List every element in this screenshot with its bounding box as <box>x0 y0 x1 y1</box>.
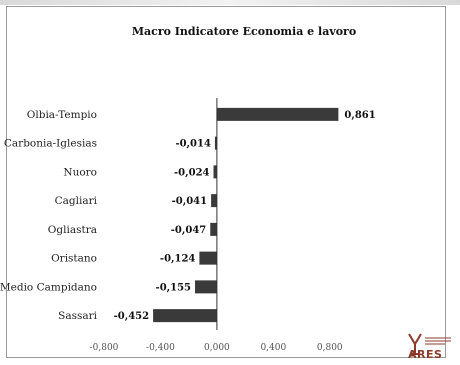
x-tick-label-3: 0,400 <box>260 343 286 353</box>
bar-3 <box>211 194 217 208</box>
category-label-6: Medio Campidano <box>0 281 97 293</box>
value-label-1: -0,014 <box>175 139 211 150</box>
value-label-7: -0,452 <box>114 311 150 322</box>
value-label-6: -0,155 <box>156 282 192 293</box>
bar-6 <box>195 280 217 294</box>
x-tick-label-4: 0,800 <box>317 343 343 353</box>
axis-layer: -0,800 -0,400 0,000 0,400 0,800 <box>90 98 343 353</box>
category-label-1: Carbonia-Iglesias <box>4 138 97 150</box>
category-label-2: Nuoro <box>63 166 97 178</box>
x-tick-label-1: -0,400 <box>146 343 175 353</box>
value-label-5: -0,124 <box>160 254 196 265</box>
x-tick-label-2: 0,000 <box>204 343 230 353</box>
chart-title: Macro Indicatore Economia e lavoro <box>132 25 356 38</box>
logo-text: ARES <box>408 348 443 361</box>
value-label-4: -0,047 <box>171 225 207 236</box>
category-label-5: Oristano <box>51 253 97 265</box>
bar-4 <box>210 222 217 236</box>
category-label-3: Cagliari <box>55 195 98 207</box>
category-label-7: Sassari <box>58 310 98 322</box>
top-strip <box>0 0 460 5</box>
bar-5 <box>199 251 217 265</box>
value-label-3: -0,041 <box>172 196 207 207</box>
bar-1 <box>214 136 217 150</box>
chart-frame <box>6 6 446 358</box>
bar-0 <box>216 107 339 121</box>
bar-2 <box>213 165 217 179</box>
value-label-0: 0,861 <box>344 110 375 121</box>
bars-layer: Olbia-Tempio 0,861 Carbonia-Iglesias -0,014… <box>0 107 376 323</box>
category-label-4: Ogliastra <box>48 224 97 236</box>
bar-7 <box>153 309 217 323</box>
category-label-0: Olbia-Tempio <box>27 109 97 121</box>
x-tick-label-0: -0,800 <box>90 343 119 353</box>
value-label-2: -0,024 <box>174 167 210 178</box>
ares-logo-icon <box>408 333 451 355</box>
